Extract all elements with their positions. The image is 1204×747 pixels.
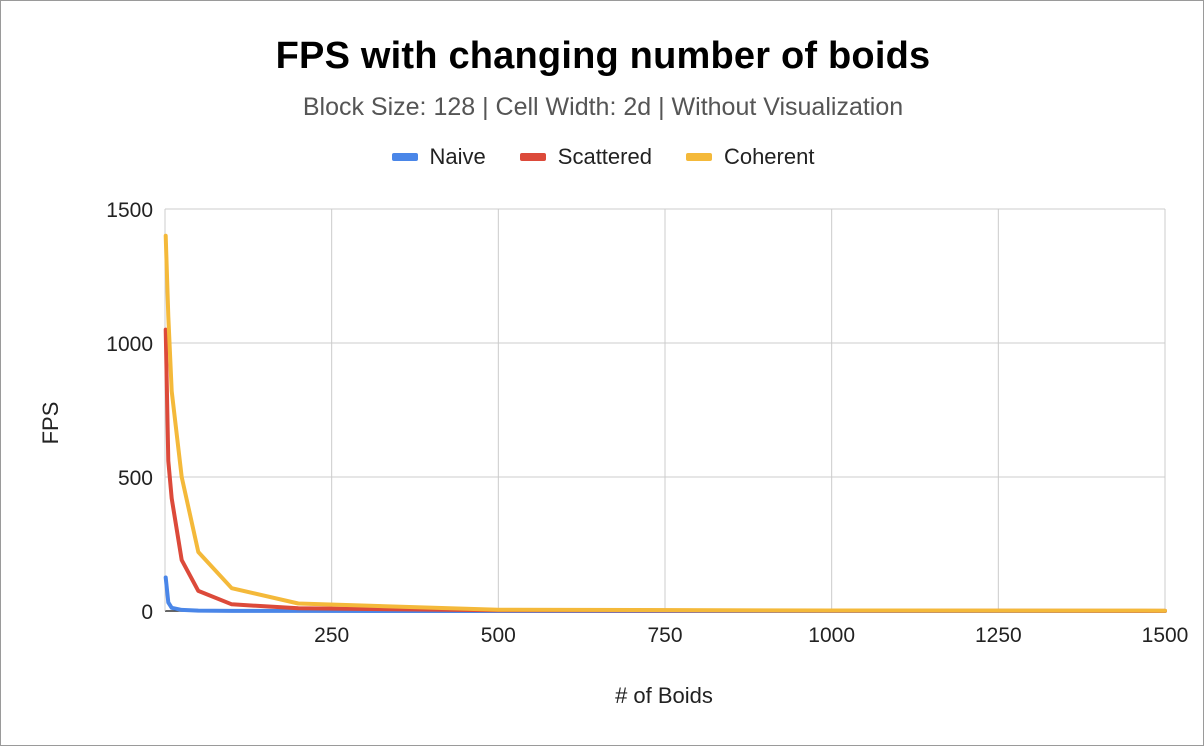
- tick-labels: 0 500 1000 1500 250 500 750 1000 1250 1500: [106, 199, 1188, 647]
- y-tick-label: 1000: [106, 333, 153, 356]
- legend-label-naive: Naive: [429, 144, 486, 169]
- series-line-coherent: [163, 233, 1167, 613]
- legend-item-scattered: Scattered: [519, 144, 652, 170]
- legend-swatch-naive: [391, 153, 418, 161]
- series-lines: [163, 233, 1167, 613]
- x-axis-title: # of Boids: [615, 683, 713, 708]
- x-tick-label: 1500: [1142, 624, 1189, 647]
- y-tick-label: 1500: [106, 199, 153, 222]
- legend-swatch-coherent: [685, 153, 712, 161]
- chart-subtitle: Block Size: 128 | Cell Width: 2d | Witho…: [302, 93, 904, 121]
- legend-label-scattered: Scattered: [557, 144, 652, 169]
- legend-swatch-scattered: [519, 153, 546, 161]
- y-tick-label: 500: [118, 467, 153, 490]
- legend-item-naive: Naive: [391, 144, 486, 170]
- chart-title: FPS with changing number of boids: [275, 35, 931, 77]
- legend-label-coherent: Coherent: [723, 144, 815, 169]
- x-tick-label: 1000: [808, 624, 855, 647]
- y-tick-label: 0: [141, 601, 153, 624]
- x-tick-label: 250: [314, 624, 349, 647]
- grid-lines: [164, 208, 1166, 612]
- x-tick-label: 750: [647, 624, 682, 647]
- x-tick-label: 500: [481, 624, 516, 647]
- chart-legend: Naive Scattered Coherent: [1, 144, 1204, 170]
- y-axis-title: FPS: [38, 402, 63, 445]
- legend-item-coherent: Coherent: [685, 144, 815, 170]
- x-tick-label: 1250: [975, 624, 1022, 647]
